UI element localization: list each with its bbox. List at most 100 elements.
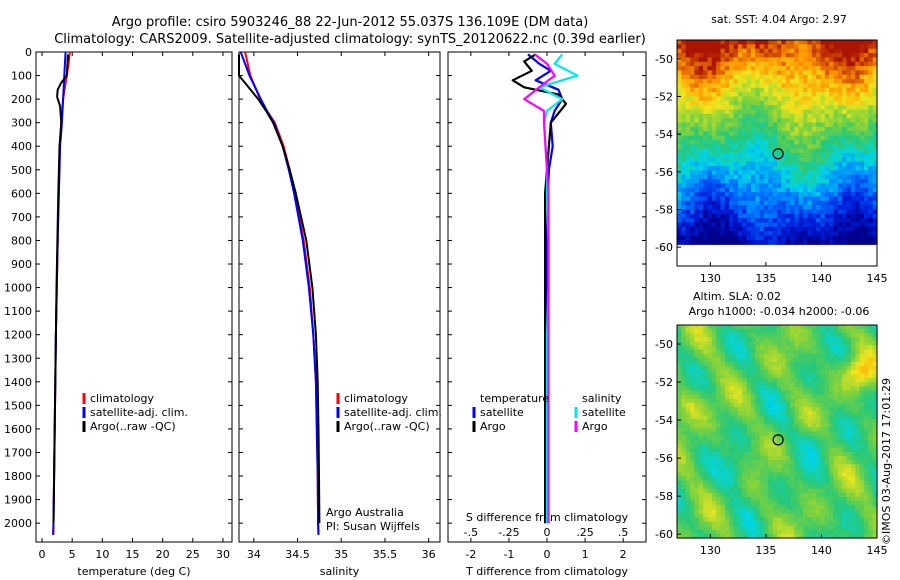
map-cell — [824, 431, 830, 437]
map-cell — [785, 333, 791, 338]
map-cell — [872, 382, 878, 388]
map-cell — [772, 337, 778, 342]
map-cell — [742, 476, 748, 482]
map-cell — [803, 451, 809, 457]
map-cell — [803, 196, 809, 202]
map-cell — [746, 456, 752, 461]
map-cell — [742, 209, 748, 215]
map-cell — [690, 183, 695, 189]
map-cell — [820, 435, 826, 441]
map-cell — [829, 66, 835, 72]
map-cell — [850, 192, 856, 198]
depth-tick-label: 1900 — [4, 494, 32, 507]
map-cell — [863, 505, 869, 510]
map-cell — [868, 40, 874, 45]
map-cell — [742, 113, 748, 119]
map-cell — [842, 161, 848, 167]
map-cell — [872, 153, 878, 158]
map-cell — [807, 170, 813, 176]
map-cell — [794, 231, 800, 237]
map-cell — [681, 431, 687, 437]
map-cell — [829, 105, 835, 111]
map-cell — [681, 183, 687, 189]
map-cell — [794, 96, 800, 102]
map-cell — [868, 96, 874, 102]
map-cell — [698, 153, 704, 158]
map-cell — [698, 447, 704, 453]
map-cell — [837, 83, 843, 89]
map-cell — [733, 139, 739, 145]
map-cell — [794, 378, 800, 383]
map-cell — [790, 144, 795, 150]
map-cell — [785, 398, 791, 404]
map-cell — [724, 378, 730, 383]
map-cell — [703, 468, 709, 474]
map-cell — [772, 382, 778, 388]
map-y-tick-label: -60 — [655, 528, 673, 541]
map-cell — [820, 235, 826, 241]
map-cell — [698, 226, 704, 232]
map-cell — [785, 196, 791, 202]
map-cell — [837, 411, 843, 416]
map-cell — [720, 443, 726, 449]
map-cell — [681, 509, 687, 515]
map-cell — [750, 113, 756, 119]
map-cell — [837, 200, 843, 206]
map-cell — [777, 513, 782, 519]
map-cell — [803, 509, 809, 515]
map-cell — [824, 468, 830, 474]
map-cell — [829, 179, 835, 185]
map-cell — [707, 231, 713, 237]
map-cell — [711, 361, 717, 367]
map-cell — [872, 157, 878, 163]
map-cell — [694, 353, 700, 359]
map-cell — [829, 525, 835, 531]
map-cell — [790, 170, 795, 176]
map-cell — [724, 333, 730, 338]
map-cell — [777, 74, 782, 80]
map-cell — [703, 402, 709, 408]
map-cell — [724, 361, 730, 367]
map-cell — [737, 353, 743, 359]
map-cell — [790, 44, 795, 50]
map-cell — [768, 402, 774, 408]
map-cell — [720, 472, 726, 478]
map-cell — [685, 174, 691, 180]
map-cell — [829, 222, 835, 228]
map-cell — [707, 447, 713, 453]
map-cell — [763, 325, 769, 330]
map-cell — [824, 423, 830, 429]
map-cell — [781, 406, 787, 412]
map-cell — [816, 456, 822, 461]
map-cell — [677, 187, 682, 193]
map-cell — [794, 365, 800, 371]
map-cell — [759, 374, 765, 379]
map-cell — [733, 464, 739, 469]
map-cell — [681, 239, 687, 245]
map-cell — [772, 402, 778, 408]
map-cell — [803, 386, 809, 392]
map-cell — [698, 370, 704, 375]
map-cell — [777, 329, 782, 334]
map-cell — [846, 509, 852, 515]
map-cell — [829, 96, 835, 102]
x-tick-label: 30 — [216, 548, 230, 561]
map-cell — [846, 213, 852, 219]
map-cell — [829, 79, 835, 85]
map-cell — [737, 131, 743, 137]
map-cell — [781, 200, 787, 206]
map-cell — [759, 501, 765, 506]
map-cell — [798, 501, 804, 506]
map-cell — [855, 501, 861, 506]
map-cell — [711, 533, 717, 539]
map-cell — [711, 209, 717, 215]
map-cell — [846, 480, 852, 486]
map-cell — [724, 472, 730, 478]
map-cell — [811, 209, 817, 215]
map-cell — [716, 509, 722, 515]
map-cell — [746, 480, 752, 486]
map-cell — [755, 61, 761, 67]
map-cell — [729, 239, 735, 245]
map-cell — [829, 480, 835, 486]
map-cell — [737, 484, 743, 490]
